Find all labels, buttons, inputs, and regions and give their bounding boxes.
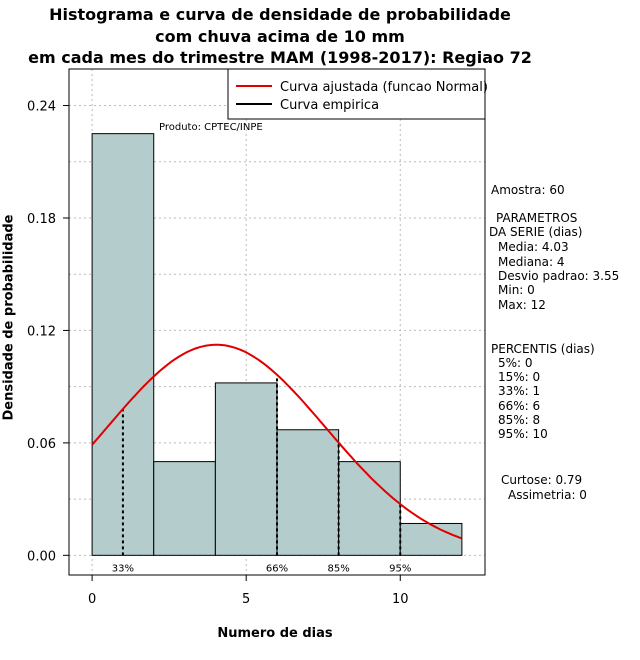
legend-label-normal: Curva ajustada (funcao Normal) bbox=[280, 80, 488, 95]
percentile-85: 85%: 8 bbox=[498, 413, 541, 427]
histogram-bar-1 bbox=[153, 461, 216, 556]
chart-title-line-2: com chuva acima de 10 mm bbox=[155, 27, 405, 46]
axes: 0 5 10 0.00 0.06 0.12 0.18 0.24 bbox=[27, 100, 408, 607]
percentile-33: 33%: 1 bbox=[498, 384, 541, 398]
percentile-95: 95%: 10 bbox=[498, 427, 548, 441]
x-tick-label-2: 10 bbox=[392, 592, 409, 607]
stat-kurtosis: Curtose: 0.79 bbox=[501, 473, 583, 487]
y-tick-label-4: 0.24 bbox=[27, 100, 56, 115]
y-tick-label-3: 0.18 bbox=[27, 212, 56, 227]
stat-skewness: Assimetria: 0 bbox=[508, 488, 587, 502]
stat-mean: Media: 4.03 bbox=[498, 240, 569, 254]
chart-title-line-3: em cada mes do trimestre MAM (1998-2017)… bbox=[28, 48, 532, 67]
stat-max: Max: 12 bbox=[498, 298, 546, 312]
histogram-bar-2 bbox=[214, 382, 278, 556]
params-heading-2: DA SERIE (dias) bbox=[489, 225, 583, 239]
y-axis-label: Densidade de probabilidade bbox=[1, 214, 17, 421]
legend-box bbox=[227, 68, 486, 120]
product-credit: Produto: CPTEC/INPE bbox=[159, 122, 263, 133]
percentile-label-3: 95% bbox=[389, 563, 411, 574]
stat-min: Min: 0 bbox=[498, 283, 535, 297]
stat-median: Mediana: 4 bbox=[498, 255, 565, 269]
chart-title-line-1: Histograma e curva de densidade de proba… bbox=[49, 5, 511, 24]
params-heading-1: PARAMETROS bbox=[496, 211, 578, 225]
y-tick-label-2: 0.12 bbox=[27, 324, 56, 339]
x-tick-label-1: 5 bbox=[242, 592, 250, 607]
percentile-label-2: 85% bbox=[328, 563, 350, 574]
percentiles-heading: PERCENTIS (dias) bbox=[491, 342, 595, 356]
percentile-label-1: 66% bbox=[266, 563, 288, 574]
sample-size: Amostra: 60 bbox=[491, 183, 565, 197]
normal-curve bbox=[91, 343, 463, 540]
x-tick-label-0: 0 bbox=[88, 592, 96, 607]
normal-curve-group bbox=[91, 343, 463, 540]
percentile-lines: 33% 66% 85% 95% bbox=[112, 374, 411, 574]
x-axis-label: Numero de dias bbox=[217, 626, 333, 641]
histogram-bar-3 bbox=[276, 429, 340, 556]
legend-label-empirical: Curva empirica bbox=[280, 98, 379, 113]
percentile-5: 5%: 0 bbox=[498, 356, 533, 370]
stat-stddev: Desvio padrao: 3.55 bbox=[498, 269, 620, 283]
percentile-label-0: 33% bbox=[112, 563, 134, 574]
y-tick-label-0: 0.00 bbox=[27, 549, 56, 564]
percentile-66: 66%: 6 bbox=[498, 399, 541, 413]
legend: Curva ajustada (funcao Normal) Curva emp… bbox=[227, 68, 488, 120]
histogram-bar-5 bbox=[399, 522, 463, 556]
y-tick-label-1: 0.06 bbox=[27, 437, 56, 452]
histogram-bars bbox=[91, 133, 463, 556]
histogram-bar-0 bbox=[91, 133, 155, 556]
percentile-15: 15%: 0 bbox=[498, 370, 541, 384]
